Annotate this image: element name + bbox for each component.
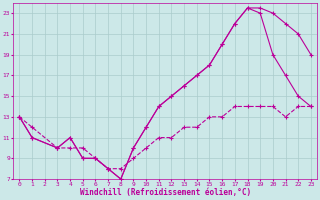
X-axis label: Windchill (Refroidissement éolien,°C): Windchill (Refroidissement éolien,°C): [80, 188, 251, 197]
